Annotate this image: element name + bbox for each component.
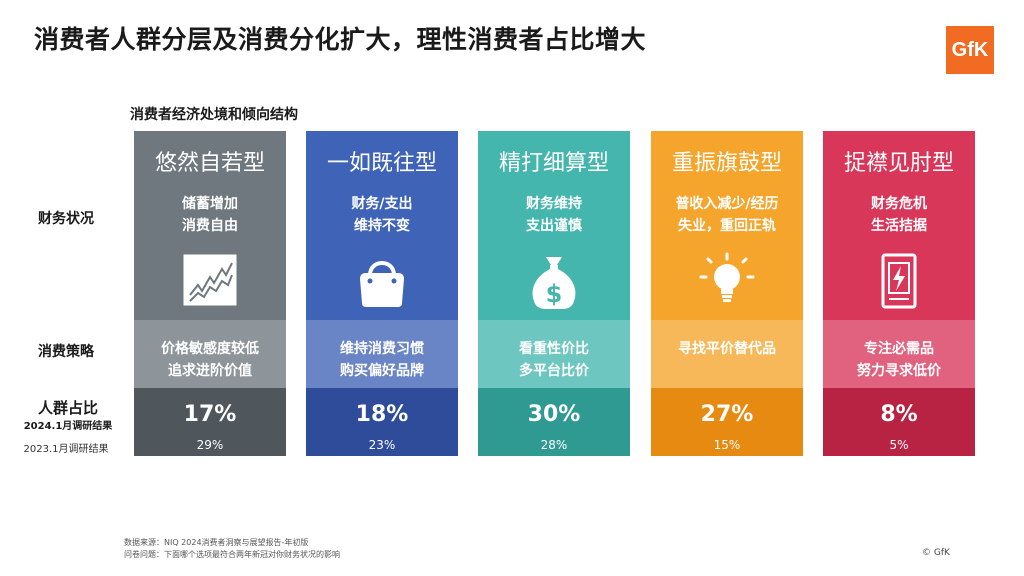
strategy-band [134,320,286,388]
share-band [306,388,458,456]
segment-column-4: 重振旗鼓型 普收入减少/经历 失业，重回正轨 寻找平价替代品 27% 15% [651,131,803,456]
share-band [478,388,630,456]
strategy-band [478,320,630,388]
segment-name: 捉襟见肘型 [843,151,954,176]
share-2023: 29% [196,438,224,452]
strategy-band [306,320,458,388]
segment-column-1: 悠然自若型 储蓄增加 消费自由 价格敏感度较低 追求进阶价值 17% 29% [134,131,286,456]
row-label-2024: 2024.1月调研结果 [23,421,113,432]
segment-strategy: 价格敏感度较低 追求进阶价值 [161,341,259,379]
share-2023: 23% [368,438,396,452]
segment-name: 重振旗鼓型 [671,151,782,176]
light-bulb-icon [697,251,757,311]
segment-strategy: 专注必需品 努力寻求低价 [857,341,941,379]
gfk-logo: GfK [946,26,994,74]
segment-finance: 储蓄增加 消费自由 [182,196,238,234]
svg-text:$: $ [546,280,563,308]
segment-name: 精打细算型 [498,151,609,176]
row-label-strategy: 消费策略 [38,344,94,360]
page-title: 消费者人群分层及消费分化扩大，理性消费者占比增大 [34,25,647,54]
section-subtitle: 消费者经济处境和倾向结构 [130,107,298,123]
row-label-finance: 财务状况 [38,211,94,227]
share-2024: 27% [700,402,754,427]
share-band [134,388,286,456]
share-band [651,388,803,456]
row-label-share: 人群占比 [37,399,98,417]
money-bag-icon: $ [524,251,584,311]
segment-finance: 财务/支出 维持不变 [351,196,413,234]
segment-strategy: 维持消费习惯 购买偏好品牌 [340,341,424,379]
power-warning-icon [869,251,929,311]
data-source-note: 数据来源：NIQ 2024消费者洞察与展望报告-年初版 [124,538,309,547]
segment-finance: 财务危机 生活拮据 [871,196,927,234]
segment-column-5: 捉襟见肘型 财务危机 生活拮据 专注必需品 努力寻求低价 8% 5% [823,131,975,456]
share-band [823,388,975,456]
handbag-icon [352,251,412,311]
stock-chart-icon [180,251,240,311]
share-2024: 17% [183,402,237,427]
share-2023: 28% [540,438,568,452]
copyright: © GfK [922,548,950,558]
segment-finance: 普收入减少/经历 失业，重回正轨 [675,196,779,234]
segment-column-2: 一如既往型 财务/支出 维持不变 维持消费习惯 购买偏好品牌 18% 23% [306,131,458,456]
share-2023: 15% [713,438,741,452]
share-2024: 8% [880,402,918,427]
share-2024: 30% [527,402,581,427]
segment-strategy: 看重性价比 多平台比价 [519,341,589,379]
segment-strategy: 寻找平价替代品 [678,341,776,357]
share-2023: 5% [889,438,909,452]
row-label-2023: 2023.1月调研结果 [23,444,109,455]
segment-name: 一如既往型 [326,151,437,176]
segment-column-3: 精打细算型 财务维持 支出谨慎 $ 看重性价比 多平台比价 30% 28% [478,131,630,456]
strategy-band [823,320,975,388]
share-2024: 18% [355,402,409,427]
strategy-band [651,320,803,388]
segment-finance: 财务维持 支出谨慎 [526,196,582,234]
survey-question-note: 问卷问题：下面哪个选项最符合两年新冠对你财务状况的影响 [124,550,340,559]
segment-name: 悠然自若型 [154,151,265,176]
